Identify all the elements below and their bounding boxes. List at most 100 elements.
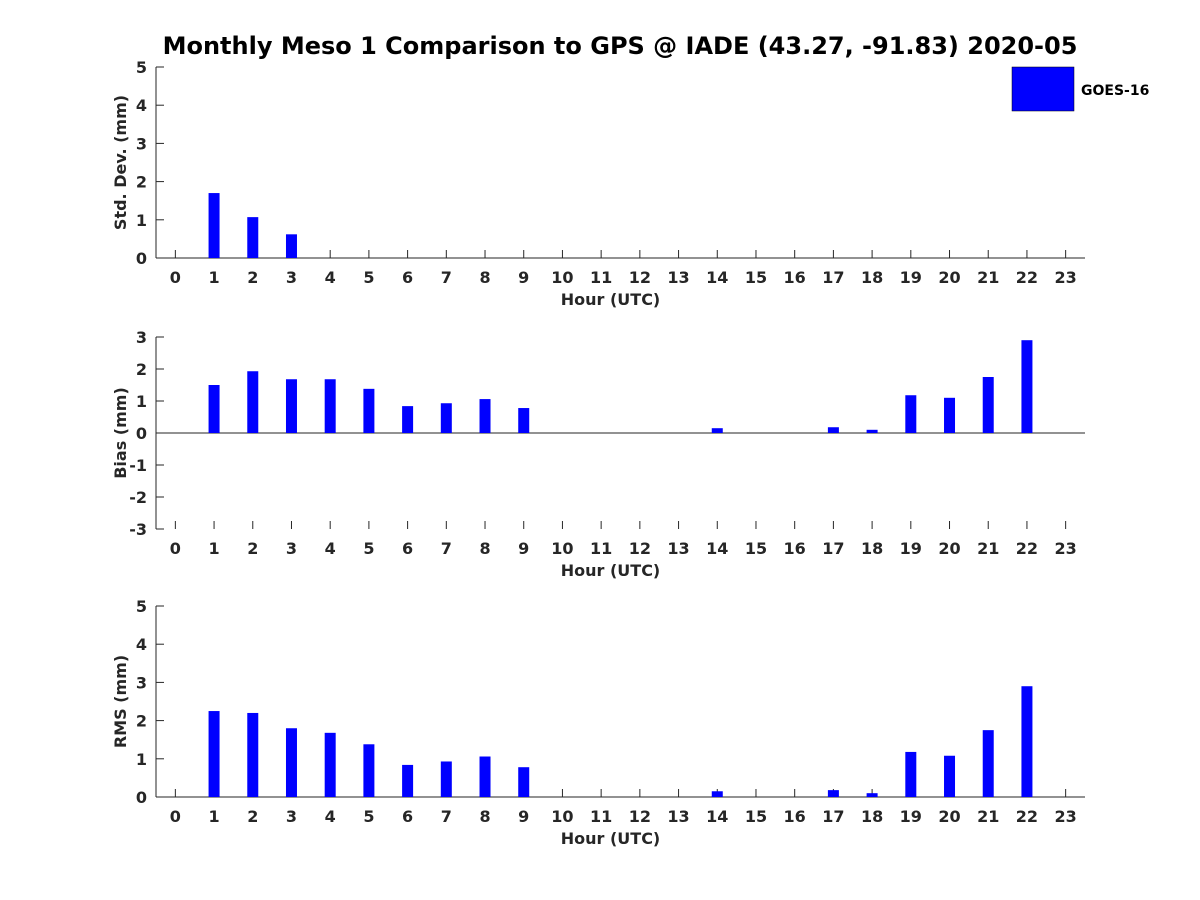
x-tick-label: 2 bbox=[247, 807, 258, 826]
x-tick-label: 10 bbox=[551, 268, 573, 287]
bar-hour-3 bbox=[285, 728, 297, 797]
y-tick-label: 1 bbox=[136, 211, 147, 230]
x-tick-label: 10 bbox=[551, 539, 573, 558]
x-tick-label: 22 bbox=[1016, 539, 1038, 558]
y-tick-label: 2 bbox=[136, 360, 147, 379]
y-axis-label: Bias (mm) bbox=[111, 387, 130, 479]
bar-hour-2 bbox=[247, 371, 259, 433]
x-tick-label: 22 bbox=[1016, 807, 1038, 826]
x-tick-label: 19 bbox=[900, 539, 922, 558]
x-tick-label: 19 bbox=[900, 268, 922, 287]
y-tick-label: 1 bbox=[136, 392, 147, 411]
x-tick-label: 6 bbox=[402, 539, 413, 558]
x-tick-label: 14 bbox=[706, 268, 728, 287]
y-tick-label: 0 bbox=[136, 249, 147, 268]
bar-hour-20 bbox=[944, 755, 956, 797]
bar-hour-8 bbox=[479, 399, 491, 433]
x-tick-label: 11 bbox=[590, 539, 612, 558]
y-tick-label: 3 bbox=[136, 328, 147, 347]
x-tick-label: 21 bbox=[977, 268, 999, 287]
x-tick-label: 19 bbox=[900, 807, 922, 826]
bar-hour-9 bbox=[518, 767, 530, 797]
bar-hour-19 bbox=[905, 751, 917, 797]
x-tick-label: 23 bbox=[1055, 268, 1077, 287]
x-tick-label: 1 bbox=[208, 539, 219, 558]
bar-hour-1 bbox=[208, 193, 220, 258]
y-tick-label: 0 bbox=[136, 424, 147, 443]
y-tick-label: 1 bbox=[136, 750, 147, 769]
chart-title: Monthly Meso 1 Comparison to GPS @ IADE … bbox=[163, 32, 1078, 60]
y-tick-label: 5 bbox=[136, 58, 147, 77]
bar-hour-14 bbox=[711, 428, 723, 433]
x-tick-label: 14 bbox=[706, 539, 728, 558]
bar-hour-19 bbox=[905, 395, 917, 433]
x-tick-label: 0 bbox=[170, 268, 181, 287]
y-axis-label: RMS (mm) bbox=[111, 655, 130, 748]
bar-hour-7 bbox=[440, 761, 452, 797]
bar-hour-8 bbox=[479, 756, 491, 797]
x-tick-label: 20 bbox=[938, 268, 960, 287]
x-tick-label: 6 bbox=[402, 268, 413, 287]
bar-hour-18 bbox=[866, 429, 878, 433]
x-tick-label: 17 bbox=[822, 807, 844, 826]
x-tick-label: 9 bbox=[518, 807, 529, 826]
x-tick-label: 7 bbox=[441, 539, 452, 558]
x-tick-label: 20 bbox=[938, 807, 960, 826]
x-tick-label: 7 bbox=[441, 807, 452, 826]
x-tick-label: 21 bbox=[977, 807, 999, 826]
x-tick-label: 5 bbox=[363, 807, 374, 826]
bar-hour-17 bbox=[827, 427, 839, 433]
x-tick-label: 13 bbox=[667, 539, 689, 558]
y-tick-label: 4 bbox=[136, 96, 147, 115]
y-tick-label: 3 bbox=[136, 134, 147, 153]
y-axis-label: Std. Dev. (mm) bbox=[111, 95, 130, 230]
x-tick-label: 23 bbox=[1055, 539, 1077, 558]
bar-hour-21 bbox=[982, 730, 994, 797]
bar-hour-5 bbox=[363, 388, 375, 433]
y-tick-label: -2 bbox=[129, 488, 147, 507]
x-tick-label: 16 bbox=[784, 539, 806, 558]
x-tick-label: 5 bbox=[363, 539, 374, 558]
x-tick-label: 12 bbox=[629, 807, 651, 826]
x-tick-label: 2 bbox=[247, 268, 258, 287]
x-tick-label: 8 bbox=[479, 807, 490, 826]
x-tick-label: 4 bbox=[325, 268, 336, 287]
x-tick-label: 14 bbox=[706, 807, 728, 826]
bar-hour-5 bbox=[363, 744, 375, 797]
y-tick-label: 2 bbox=[136, 712, 147, 731]
x-tick-label: 16 bbox=[784, 268, 806, 287]
x-tick-label: 18 bbox=[861, 539, 883, 558]
bar-hour-6 bbox=[402, 764, 414, 797]
x-tick-label: 12 bbox=[629, 539, 651, 558]
x-tick-label: 15 bbox=[745, 539, 767, 558]
bar-hour-14 bbox=[711, 791, 723, 797]
x-axis-label: Hour (UTC) bbox=[561, 561, 661, 580]
x-tick-label: 17 bbox=[822, 268, 844, 287]
bar-hour-2 bbox=[247, 712, 259, 797]
x-tick-label: 18 bbox=[861, 807, 883, 826]
x-axis-label: Hour (UTC) bbox=[561, 829, 661, 848]
x-tick-label: 22 bbox=[1016, 268, 1038, 287]
x-tick-label: 7 bbox=[441, 268, 452, 287]
y-tick-label: 0 bbox=[136, 788, 147, 807]
x-tick-label: 8 bbox=[479, 268, 490, 287]
bar-hour-1 bbox=[208, 711, 220, 797]
x-tick-label: 9 bbox=[518, 539, 529, 558]
x-tick-label: 1 bbox=[208, 807, 219, 826]
bar-hour-21 bbox=[982, 377, 994, 433]
legend-swatch bbox=[1011, 66, 1075, 112]
y-tick-label: 5 bbox=[136, 597, 147, 616]
x-tick-label: 17 bbox=[822, 539, 844, 558]
x-tick-label: 0 bbox=[170, 539, 181, 558]
x-tick-label: 16 bbox=[784, 807, 806, 826]
x-tick-label: 5 bbox=[363, 268, 374, 287]
x-tick-label: 23 bbox=[1055, 807, 1077, 826]
bar-hour-6 bbox=[402, 406, 414, 433]
legend-label: GOES-16 bbox=[1081, 83, 1149, 99]
x-tick-label: 12 bbox=[629, 268, 651, 287]
bar-hour-4 bbox=[324, 732, 336, 797]
x-tick-label: 11 bbox=[590, 807, 612, 826]
